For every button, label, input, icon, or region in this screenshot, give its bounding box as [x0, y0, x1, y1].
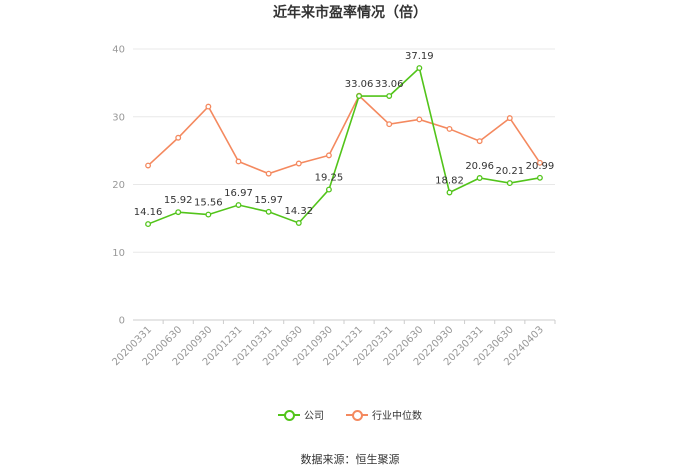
- y-tick-label: 10: [112, 248, 125, 259]
- point-industry-median: [205, 103, 212, 110]
- data-label-company: 14.32: [284, 206, 313, 217]
- legend-swatch-industry-median: [346, 409, 368, 421]
- point-company: [386, 93, 393, 99]
- data-label-company: 33.06: [375, 79, 404, 90]
- data-label-company: 20.99: [526, 161, 555, 172]
- legend: 公司 行业中位数: [0, 407, 700, 422]
- point-company: [235, 202, 242, 208]
- legend-label-industry-median: 行业中位数: [372, 411, 422, 422]
- point-industry-median: [386, 121, 393, 128]
- chart: 近年来市盈率情况（倍） 0 10 20 30 40 202003312020063020…: [110, 4, 556, 368]
- point-company: [356, 93, 363, 99]
- data-label-company: 15.97: [254, 195, 283, 206]
- x-axis: 2020033120200630202009302020123120210331…: [110, 320, 556, 368]
- data-label-company: 15.56: [194, 198, 223, 209]
- data-label-company: 37.19: [405, 51, 434, 62]
- legend-swatch-company: [278, 409, 300, 421]
- y-tick-label: 30: [112, 112, 125, 123]
- point-industry-median: [446, 125, 453, 132]
- point-industry-median: [536, 159, 543, 166]
- point-company: [265, 208, 272, 215]
- legend-item-company[interactable]: 公司: [278, 407, 324, 422]
- data-label-company: 20.21: [495, 166, 524, 177]
- chart-title: 近年来市盈率情况（倍）: [273, 4, 427, 21]
- data-label-company: 18.82: [435, 175, 464, 186]
- point-company: [175, 209, 182, 216]
- data-label-company: 20.96: [465, 161, 494, 172]
- point-company: [205, 211, 212, 218]
- y-tick-label: 40: [112, 45, 125, 56]
- point-company: [446, 189, 453, 196]
- point-company: [476, 175, 483, 181]
- point-industry-median: [145, 162, 152, 169]
- data-label-company: 19.25: [315, 173, 344, 184]
- point-company: [325, 186, 332, 193]
- point-company: [416, 65, 423, 71]
- point-industry-median: [416, 116, 423, 123]
- point-industry-median: [506, 115, 513, 122]
- series-layer: [145, 65, 543, 228]
- point-industry-median: [235, 158, 242, 165]
- point-industry-median: [476, 138, 483, 145]
- y-tick-label: 0: [119, 316, 125, 327]
- legend-label-company: 公司: [304, 411, 324, 422]
- point-industry-median: [295, 160, 302, 167]
- point-industry-median: [325, 152, 332, 159]
- legend-item-industry-median[interactable]: 行业中位数: [346, 407, 422, 422]
- point-company: [506, 180, 513, 187]
- point-company: [536, 174, 543, 181]
- data-label-company: 15.92: [164, 195, 193, 206]
- series-line-industry-median: [147, 94, 541, 175]
- data-source: 数据来源：恒生聚源: [300, 453, 400, 466]
- point-company: [145, 221, 152, 228]
- point-company: [295, 220, 302, 226]
- series-line-company: [147, 66, 541, 225]
- data-label-company: 16.97: [224, 188, 253, 199]
- data-label-company: 14.16: [134, 207, 163, 218]
- y-axis: 0 10 20 30 40: [112, 45, 125, 327]
- point-industry-median: [265, 170, 272, 177]
- data-label-company: 33.06: [345, 79, 374, 90]
- y-tick-label: 20: [112, 180, 125, 191]
- point-industry-median: [175, 134, 182, 141]
